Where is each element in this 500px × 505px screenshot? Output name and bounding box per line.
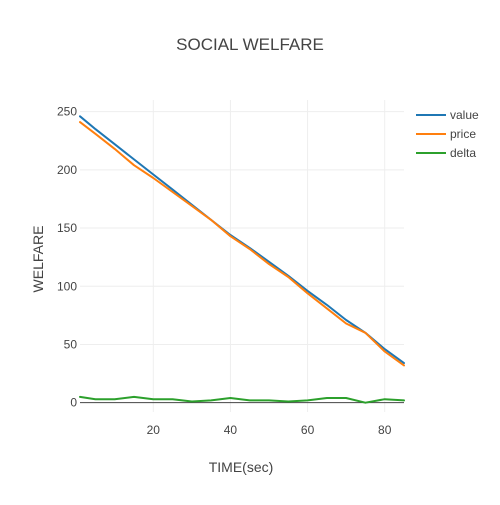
gridlines <box>80 100 404 412</box>
y-axis-title: WELFARE <box>30 226 46 293</box>
series-line-delta <box>79 395 405 404</box>
y-tick-label: 50 <box>64 337 78 351</box>
x-axis-title: TIME(sec) <box>209 459 274 475</box>
legend-item-price[interactable]: price <box>416 127 476 141</box>
y-tick-label: 100 <box>57 279 77 293</box>
x-tick-label: 40 <box>224 423 238 437</box>
legend-label: delta <box>450 146 476 160</box>
legend[interactable]: value price delta <box>416 108 479 160</box>
legend-item-delta[interactable]: delta <box>416 146 476 160</box>
y-tick-label: 150 <box>57 221 77 235</box>
legend-item-value[interactable]: value <box>416 108 479 122</box>
legend-label: price <box>450 127 476 141</box>
series-lines <box>79 115 405 404</box>
axes: 20 40 60 80 0 50 100 150 200 250 <box>57 105 392 437</box>
y-tick-label: 200 <box>57 163 77 177</box>
x-tick-label: 60 <box>301 423 315 437</box>
x-tick-label: 80 <box>378 423 392 437</box>
series-line-price <box>79 121 405 367</box>
y-tick-label: 250 <box>57 105 77 119</box>
legend-label: value <box>450 108 479 122</box>
chart-title: SOCIAL WELFARE <box>176 35 324 54</box>
series-line-value <box>79 115 405 365</box>
x-tick-label: 20 <box>147 423 161 437</box>
y-tick-label: 0 <box>70 396 77 410</box>
